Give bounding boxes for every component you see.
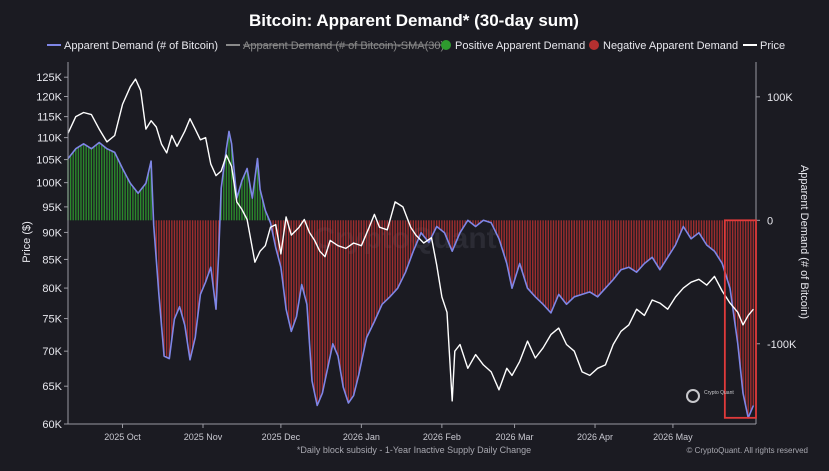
legend-item-positive-demand[interactable]: Positive Apparent Demand xyxy=(441,40,585,52)
price-line xyxy=(67,78,754,402)
chart-title: Bitcoin: Apparent Demand* (30-day sum) xyxy=(249,11,579,30)
highlight-box xyxy=(723,219,757,419)
demand-bars xyxy=(67,131,755,418)
y-left-tick-label: 95K xyxy=(42,202,62,214)
y-left-tick-label: 60K xyxy=(42,419,62,431)
x-tick-label: 2026 Mar xyxy=(496,432,534,442)
y-left-tick-label: 85K xyxy=(42,254,62,266)
y-right-tick-label: 100K xyxy=(767,92,793,104)
x-tick-label: 2025 Nov xyxy=(184,432,223,442)
legend-swatch-positive-demand xyxy=(441,40,451,50)
legend-label-price: Price xyxy=(760,40,785,52)
chart-axes: 125K 120K 115K 110K 105K 100K 95K 90K 85K 80K 75K 7… xyxy=(36,62,797,442)
legend-label-apparent-demand-sma: Apparent Demand (# of Bitcoin)-SMA(30) xyxy=(243,40,444,52)
legend-label-positive-demand: Positive Apparent Demand xyxy=(455,40,585,52)
y-left-tick-label: 70K xyxy=(42,346,62,358)
y-left-tick-label: 100K xyxy=(36,178,62,190)
x-tick-label: 2025 Dec xyxy=(262,432,301,442)
legend-swatch-negative-demand xyxy=(589,40,599,50)
y-axis-left-label: Price ($) xyxy=(21,221,33,263)
y-left-tick-label: 115K xyxy=(37,112,63,124)
y-right-tick-label: 0 xyxy=(767,215,773,227)
legend-item-apparent-demand[interactable]: Apparent Demand (# of Bitcoin) xyxy=(47,40,218,52)
cryptoquant-logo-text: Crypto Quant xyxy=(704,390,734,396)
y-axis-right-label: Apparent Demand (# of Bitcoin) xyxy=(798,165,810,319)
y-left-tick-label: 120K xyxy=(36,91,62,103)
chart-legend: Apparent Demand (# of Bitcoin) Apparent … xyxy=(47,40,785,52)
y-left-tick-label: 75K xyxy=(42,314,62,326)
highlight-layer xyxy=(723,219,757,419)
apparent-demand-line xyxy=(67,130,755,419)
cryptoquant-logo: Crypto Quant xyxy=(686,389,734,403)
y-left-tick-label: 65K xyxy=(42,381,62,393)
y-left-tick-label: 80K xyxy=(42,283,62,295)
y-left-tick-label: 105K xyxy=(36,155,62,167)
legend-item-price[interactable]: Price xyxy=(743,40,785,52)
cryptoquant-logo-mark xyxy=(686,389,700,403)
legend-label-apparent-demand: Apparent Demand (# of Bitcoin) xyxy=(64,40,218,52)
legend-label-negative-demand: Negative Apparent Demand xyxy=(603,40,738,52)
x-tick-label: 2026 Apr xyxy=(577,432,613,442)
series-lines xyxy=(67,78,755,419)
x-tick-label: 2026 Feb xyxy=(423,432,461,442)
chart-source: © CryptoQuant. All rights reserved xyxy=(687,446,809,455)
x-tick-label: 2026 May xyxy=(653,432,693,442)
legend-item-negative-demand[interactable]: Negative Apparent Demand xyxy=(589,40,738,52)
y-left-tick-label: 110K xyxy=(37,133,63,145)
chart-footnote: *Daily block subsidy - 1-Year Inactive S… xyxy=(297,445,531,455)
x-tick-label: 2025 Oct xyxy=(104,432,141,442)
y-right-tick-label: -100K xyxy=(767,339,797,351)
y-left-tick-label: 125K xyxy=(36,72,62,84)
y-left-tick-label: 90K xyxy=(42,227,62,239)
legend-item-apparent-demand-sma[interactable]: Apparent Demand (# of Bitcoin)-SMA(30) xyxy=(226,40,445,52)
x-tick-label: 2026 Jan xyxy=(343,432,380,442)
